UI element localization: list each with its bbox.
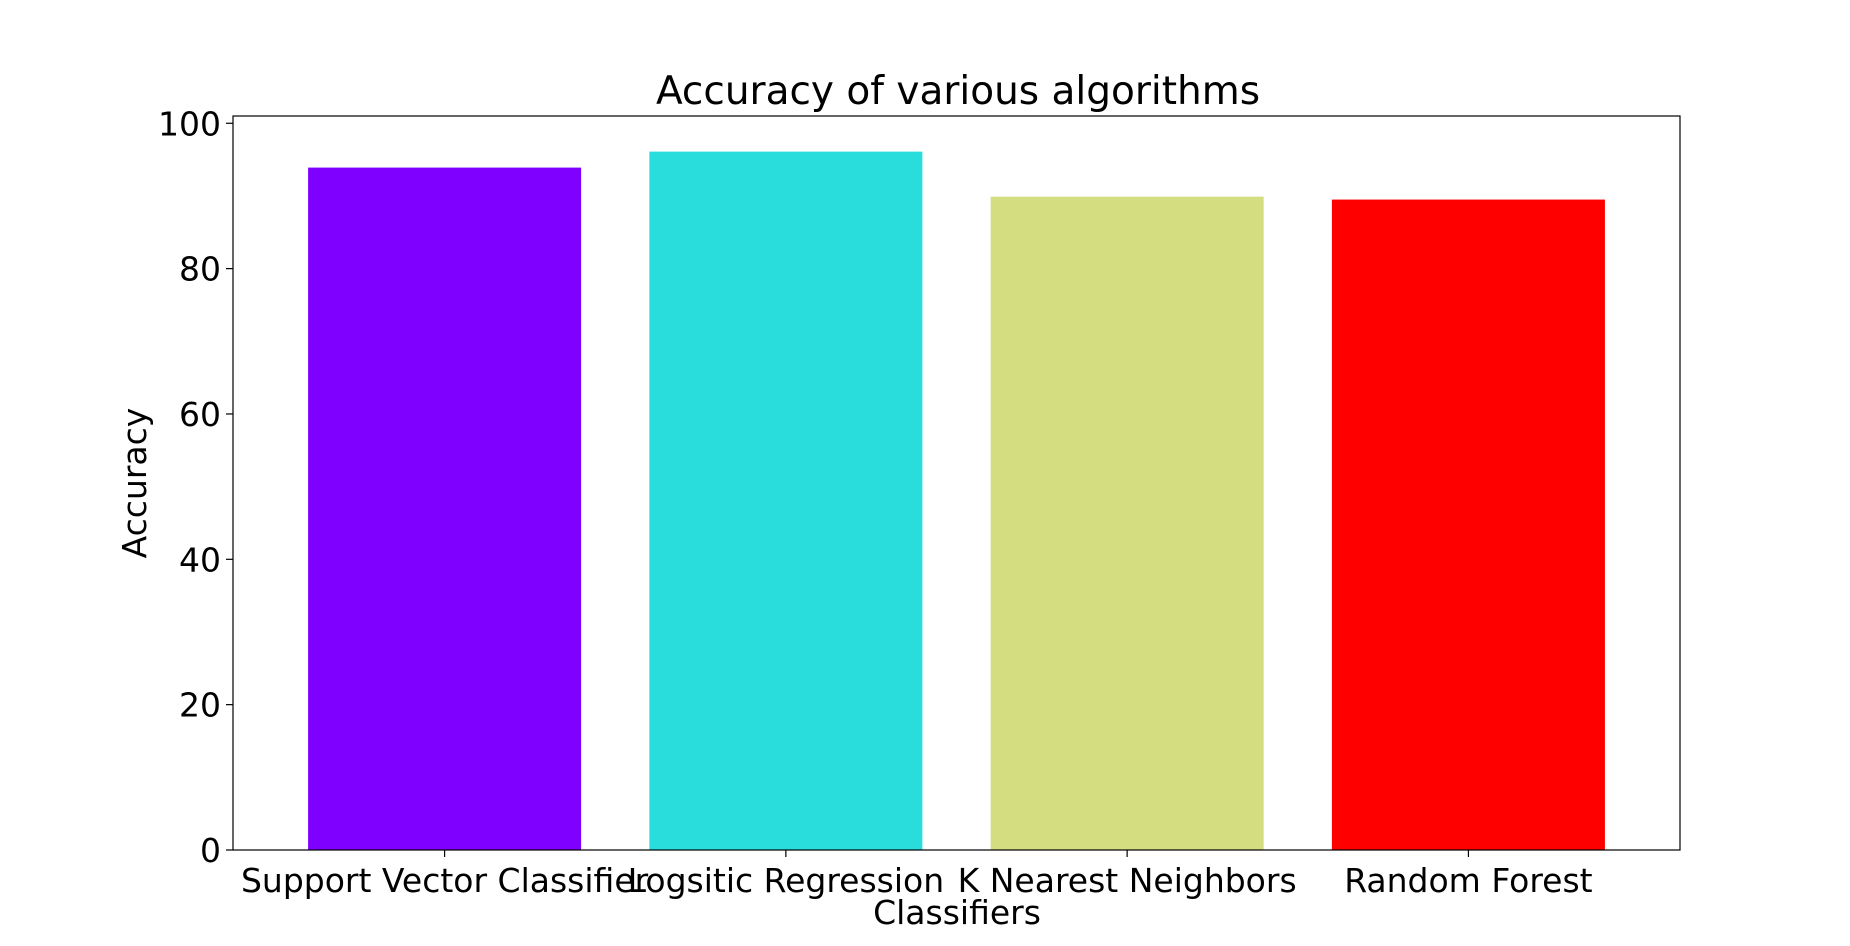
bar-logsitic-regression (649, 151, 923, 851)
y-tick-label: 80 (179, 250, 221, 289)
y-tick-label: 40 (179, 540, 221, 579)
y-tick-label: 60 (179, 395, 221, 434)
x-tick-label: K Nearest Neighbors (958, 861, 1297, 900)
plot-frame (232, 115, 1681, 851)
bar-support-vector-classifier (308, 167, 582, 850)
y-tick-label: 20 (179, 686, 221, 725)
bars-group (308, 151, 1605, 851)
x-axis-label: Classifiers (873, 893, 1041, 932)
chart-title: Accuracy of various algorithms (656, 69, 1260, 114)
x-tick-label: Logsitic Regression (628, 861, 945, 900)
y-axis-label: Accuracy (115, 408, 154, 559)
x-tick-label: Random Forest (1344, 861, 1592, 900)
bar-random-forest (1331, 199, 1605, 850)
y-axis-ticks: 0 20 40 60 80 100 (158, 104, 233, 870)
x-tick-label: Support Vector Classifier (241, 861, 649, 900)
y-tick-label: 0 (200, 831, 221, 870)
y-tick-label: 100 (158, 104, 221, 143)
bar-k-nearest-neighbors (990, 196, 1264, 850)
